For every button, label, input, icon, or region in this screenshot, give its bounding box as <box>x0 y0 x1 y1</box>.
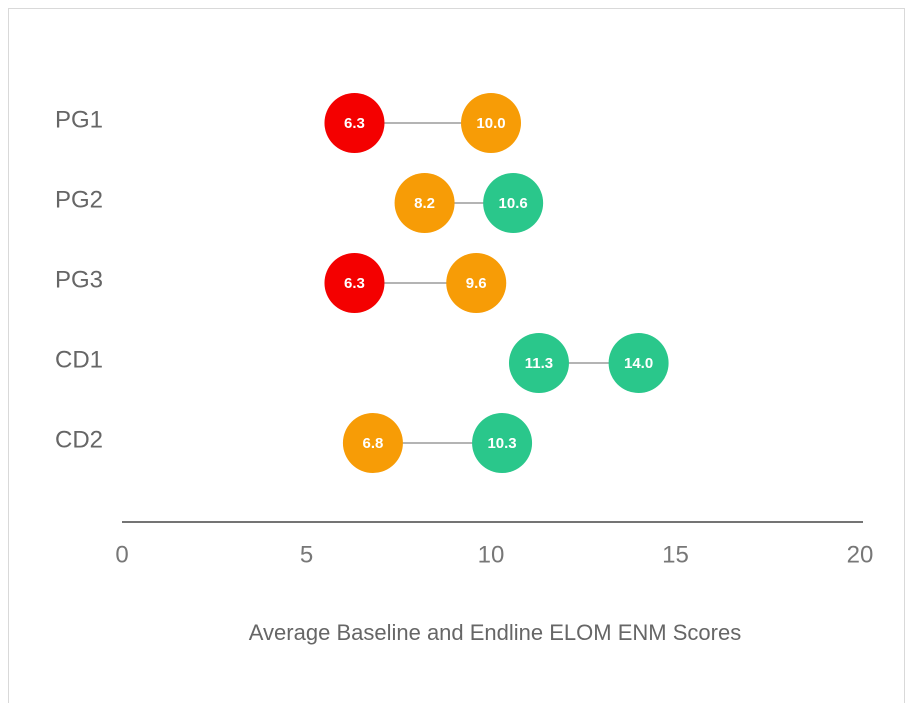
frame <box>8 8 905 708</box>
value-label: 6.3 <box>344 275 365 292</box>
value-label: 10.6 <box>499 195 528 212</box>
x-axis-title: Average Baseline and Endline ELOM ENM Sc… <box>249 620 741 645</box>
dot <box>394 173 455 233</box>
x-tick-label: 10 <box>478 541 505 568</box>
value-label: 10.3 <box>487 435 516 452</box>
value-label: 11.3 <box>525 355 553 372</box>
value-label: 8.2 <box>414 195 435 212</box>
dot <box>324 253 385 313</box>
dot <box>342 413 403 473</box>
value-label: 9.6 <box>466 275 487 292</box>
x-tick-label: 5 <box>300 541 313 568</box>
dot <box>324 93 385 153</box>
dot <box>472 413 533 473</box>
dot <box>446 253 507 313</box>
x-tick-label: 0 <box>115 541 128 568</box>
value-label: 6.3 <box>344 115 365 132</box>
value-label: 14.0 <box>624 355 653 372</box>
dot <box>608 333 669 393</box>
category-label: CD1 <box>55 346 103 373</box>
category-label: CD2 <box>55 426 103 453</box>
dot <box>461 93 521 153</box>
dot <box>483 173 544 233</box>
x-tick-label: 15 <box>662 541 689 568</box>
x-tick-label: 20 <box>847 541 874 568</box>
value-label: 6.8 <box>362 435 383 452</box>
category-label: PG2 <box>55 186 103 213</box>
value-label: 10.0 <box>476 115 505 132</box>
category-label: PG3 <box>55 266 103 293</box>
category-label: PG1 <box>55 106 103 133</box>
dot <box>508 333 569 393</box>
